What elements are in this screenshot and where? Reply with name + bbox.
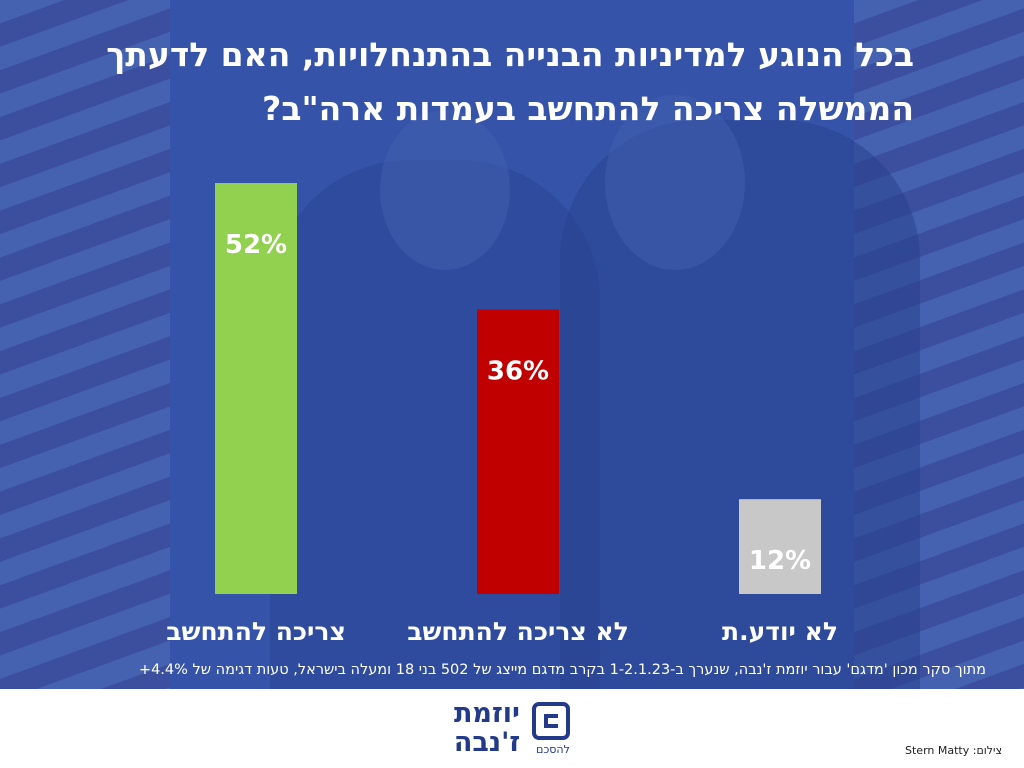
logo-name-line1: יוזמת — [453, 698, 520, 729]
category-label-1: צריכה להתחשב — [166, 617, 346, 646]
chart-title: בכל הנוגע למדיניות הבנייה בהתנחלויות, הא… — [106, 35, 914, 128]
photo-credit: צילום: Stern Matty — [905, 744, 1002, 757]
bar-value-label-3: 12% — [749, 546, 811, 576]
bar-chart: 52% צריכה להתחשב 36% לא צריכה להתחשב 12% לא י… — [166, 183, 838, 646]
source-note: מתוך סקר מכון 'מדגם' עבור יוזמת ז'נבה, ש… — [138, 662, 986, 678]
logo-mark-icon — [532, 702, 570, 740]
bar-value-label-1: 52% — [225, 230, 287, 260]
logo-wordmark: יוזמת ז'נבה — [448, 699, 526, 761]
bar-2 — [477, 309, 559, 594]
bar-1 — [215, 183, 297, 594]
geneva-initiative-logo: יוזמת ז'נבה להסכם — [448, 699, 580, 761]
logo-tagline: להסכם — [536, 743, 570, 756]
category-label-3: לא יודע.ת — [722, 617, 838, 646]
logo-name-line2: ז'נבה — [453, 727, 521, 758]
bar-3 — [739, 499, 821, 594]
bar-value-label-2: 36% — [487, 356, 549, 386]
poster-background: בכל הנוגע למדיניות הבנייה בהתנחלויות, הא… — [0, 0, 1024, 689]
category-label-2: לא צריכה להתחשב — [407, 617, 629, 646]
